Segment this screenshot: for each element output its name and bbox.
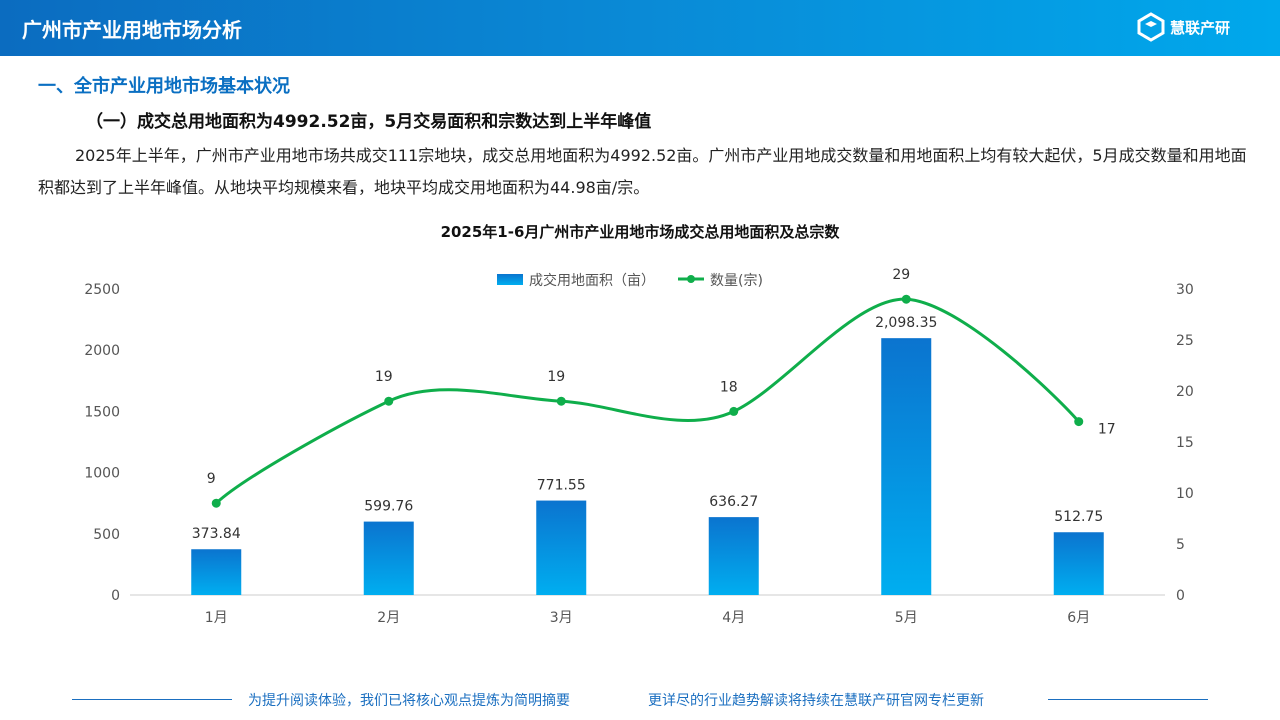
line-data-label: 19 — [547, 369, 565, 385]
combo-chart: 0 500 1000 1500 2000 2500 0 5 10 15 20 25 30 1月 2月 3月 4月… — [84, 267, 1194, 626]
right-axis-tick: 20 — [1176, 384, 1194, 400]
x-axis-tick: 2月 — [377, 610, 400, 626]
x-axis-tick: 1月 — [205, 610, 228, 626]
line-data-label: 18 — [720, 379, 738, 395]
legend-bar-swatch — [497, 274, 523, 285]
section-heading: 一、全市产业用地市场基本状况 — [38, 76, 290, 97]
line-data-label: 29 — [892, 267, 910, 283]
count-point — [384, 396, 394, 406]
count-point — [211, 498, 221, 508]
chart-title: 2025年1-6月广州市产业用地市场成交总用地面积及总宗数 — [440, 223, 840, 241]
right-axis-tick: 5 — [1176, 537, 1185, 553]
bar-data-label: 771.55 — [537, 478, 586, 494]
logo-text: 慧联产研 — [1170, 18, 1231, 37]
x-axis-tick: 5月 — [895, 610, 918, 626]
summary-paragraph: 2025年上半年，广州市产业用地市场共成交111宗地块，成交总用地面积为4992… — [38, 146, 1247, 197]
x-axis-tick: 3月 — [550, 610, 573, 626]
bar-area — [363, 521, 414, 595]
bar-area — [1053, 532, 1104, 595]
bar-data-label: 512.75 — [1054, 509, 1103, 525]
left-axis-tick: 2000 — [84, 343, 120, 359]
bar-area — [881, 338, 932, 595]
legend-bar-label: 成交用地面积（亩） — [529, 272, 655, 289]
footer-divider-right — [1048, 699, 1208, 700]
left-axis-tick: 0 — [111, 588, 120, 604]
bar-area — [536, 500, 587, 595]
right-axis-tick: 10 — [1176, 486, 1194, 502]
footer-note-left: 为提升阅读体验，我们已将核心观点提炼为简明摘要 — [248, 693, 570, 709]
legend-line-marker — [687, 275, 695, 283]
bar-data-label: 636.27 — [709, 494, 758, 510]
line-data-label: 9 — [207, 471, 216, 487]
bar-area — [191, 549, 242, 595]
left-axis-tick: 1000 — [84, 466, 120, 482]
line-data-label: 19 — [375, 369, 393, 385]
bar-data-label: 2,098.35 — [875, 315, 937, 331]
line-data-label: 17 — [1098, 422, 1116, 438]
right-axis-tick: 15 — [1176, 435, 1194, 451]
left-axis-tick: 1500 — [84, 404, 120, 420]
bar-data-label: 599.76 — [364, 499, 413, 515]
count-point — [1074, 417, 1084, 427]
logo: 慧联产研 — [1136, 12, 1230, 42]
count-point — [556, 396, 566, 406]
left-axis-tick: 500 — [93, 527, 120, 543]
section-subheading: （一）成交总用地面积为4992.52亩，5月交易面积和宗数达到上半年峰值 — [86, 112, 652, 132]
x-axis-tick: 6月 — [1067, 610, 1090, 626]
footer-divider-left — [72, 699, 232, 700]
bar-data-label: 373.84 — [192, 526, 241, 542]
count-line — [215, 297, 1080, 505]
cube-logo-icon — [1137, 12, 1165, 42]
left-axis-tick: 2500 — [84, 282, 120, 298]
bar-area — [708, 517, 759, 595]
count-point — [901, 294, 911, 304]
footer-note-right: 更详尽的行业趋势解读将持续在慧联产研官网专栏更新 — [648, 693, 984, 709]
x-axis-tick: 4月 — [722, 610, 745, 626]
legend-line-label: 数量(宗) — [710, 273, 763, 289]
right-axis-tick: 25 — [1176, 333, 1194, 349]
page-title: 广州市产业用地市场分析 — [22, 18, 242, 42]
right-axis-tick: 30 — [1176, 282, 1194, 298]
header-bar: 广州市产业用地市场分析 慧联产研 — [0, 0, 1280, 56]
count-point — [729, 406, 739, 416]
right-axis-tick: 0 — [1176, 588, 1185, 604]
